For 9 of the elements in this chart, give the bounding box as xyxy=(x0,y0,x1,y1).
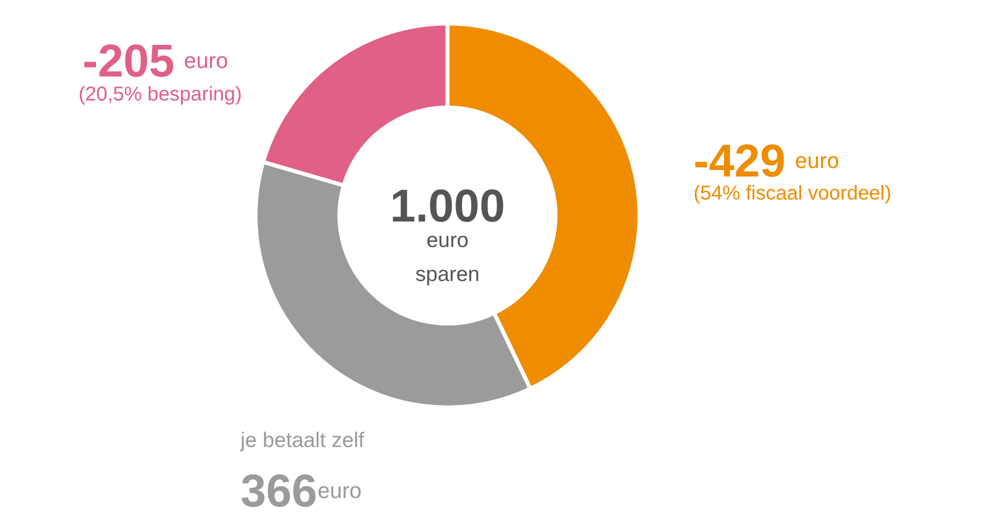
text: 1.000 xyxy=(390,180,506,232)
text: euro xyxy=(184,48,228,73)
text: euro xyxy=(795,148,840,173)
text: (20,5% besparing) xyxy=(78,84,242,106)
text: euro xyxy=(318,478,362,503)
text: -205 xyxy=(82,34,175,86)
text: euro sparen xyxy=(415,229,480,286)
data-label: 366 xyxy=(240,464,318,516)
slice-label: je betaalt zelf xyxy=(240,429,364,452)
